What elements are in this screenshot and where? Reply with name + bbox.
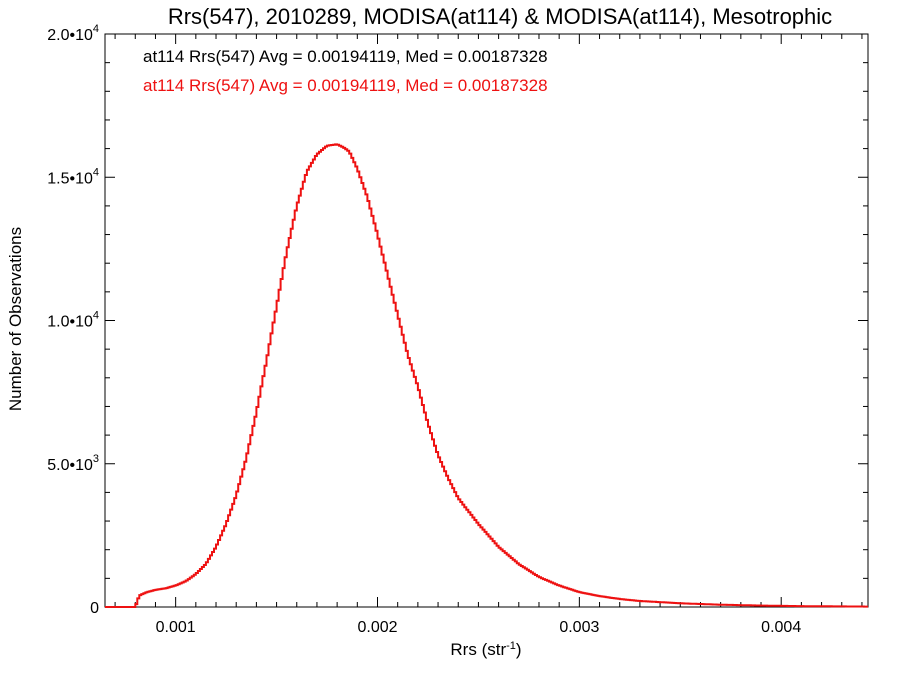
legend: at114 Rrs(547) Avg = 0.00194119, Med = 0… [143, 47, 548, 95]
series-histogram-line [105, 143, 868, 608]
y-axis: 0 5.0•103 1.0•104 1.5•104 2.0•104 [47, 23, 868, 617]
y-tick-label: 1.0•104 [47, 310, 99, 331]
x-tick-label: 0.004 [761, 619, 801, 636]
x-tick-label: 0.001 [156, 619, 196, 636]
y-tick-label: 5.0•103 [47, 453, 99, 474]
y-tick-label: 1.5•104 [47, 166, 99, 187]
legend-entry: at114 Rrs(547) Avg = 0.00194119, Med = 0… [143, 47, 548, 66]
plot-frame [104, 33, 869, 608]
y-axis-label: Number of Observations [6, 227, 25, 411]
y-tick-label: 0 [90, 600, 99, 617]
x-axis-label: Rrs (str-1) [450, 640, 521, 659]
x-axis: 0.001 0.002 0.003 0.004 [114, 34, 863, 636]
legend-entry: at114 Rrs(547) Avg = 0.00194119, Med = 0… [143, 76, 548, 95]
x-tick-label: 0.002 [357, 619, 397, 636]
y-tick-label: 2.0•104 [47, 23, 99, 44]
x-tick-label: 0.003 [559, 619, 599, 636]
chart-title: Rrs(547), 2010289, MODISA(at114) & MODIS… [168, 4, 832, 29]
